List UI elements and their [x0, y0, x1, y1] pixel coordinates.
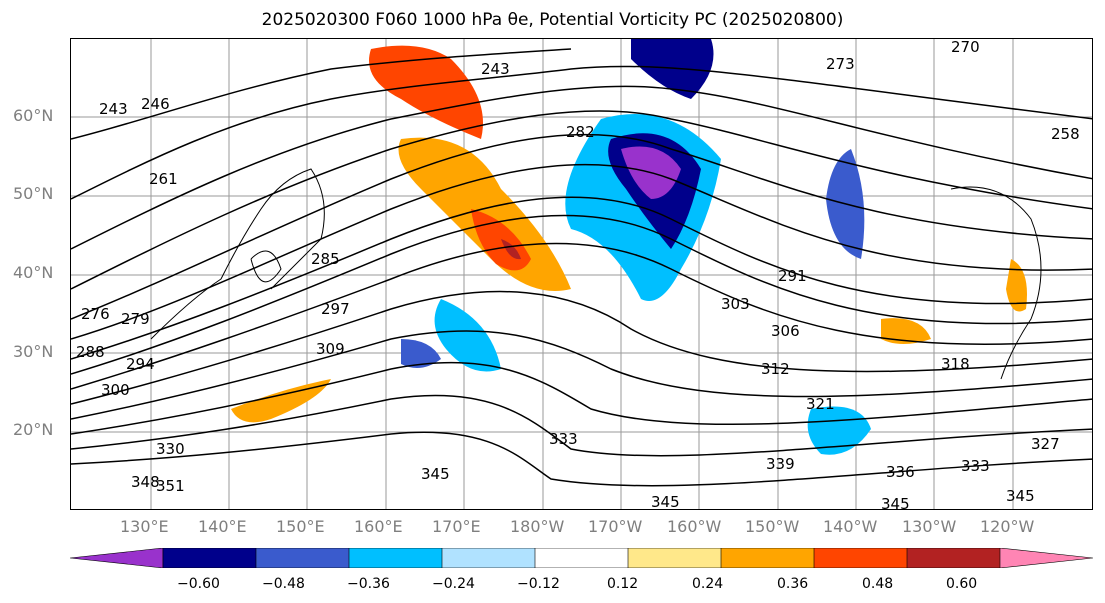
colorbar-segment — [162, 548, 257, 568]
colorbar-tick: 0.24 — [692, 576, 724, 592]
colorbar-tick: 0.36 — [777, 576, 809, 592]
contour-label: 279 — [121, 310, 150, 328]
colorbar — [70, 548, 1093, 568]
lon-label: 130°E — [120, 517, 169, 536]
colorbar-tick: −0.36 — [347, 576, 390, 592]
colorbar-segment — [348, 548, 443, 568]
contour-label: 348 — [131, 473, 160, 491]
contour-label: 303 — [721, 295, 750, 313]
contour-label: 243 — [481, 60, 510, 78]
lon-label: 140°W — [823, 517, 878, 536]
contour-label: 288 — [76, 343, 105, 361]
coastlines — [150, 168, 1042, 380]
contour-label: 276 — [81, 305, 110, 323]
lat-label: 20°N — [13, 420, 54, 439]
lon-label: 130°W — [902, 517, 957, 536]
colorbar-segment — [255, 548, 350, 568]
contour-label: 294 — [126, 355, 155, 373]
colorbar-segment — [441, 548, 536, 568]
contour-label: 345 — [651, 493, 680, 510]
contour-label: 297 — [321, 300, 350, 318]
colorbar-segment — [720, 548, 815, 568]
colorbar-segment — [813, 548, 908, 568]
colorbar-segment — [906, 548, 1001, 568]
colorbar-tick: −0.24 — [432, 576, 475, 592]
lat-label: 60°N — [13, 106, 54, 125]
contour-label: 273 — [826, 55, 855, 73]
colorbar-segments — [70, 548, 1093, 568]
lat-label: 40°N — [13, 263, 54, 282]
lon-label: 150°E — [276, 517, 325, 536]
colorbar-tick: 0.48 — [862, 576, 894, 592]
pv-shading — [231, 39, 1027, 455]
colorbar-tick: 0.60 — [946, 576, 978, 592]
contour-label: 345 — [881, 495, 910, 510]
contour-label: 309 — [316, 340, 345, 358]
lon-label: 180°W — [510, 517, 565, 536]
contour-label: 246 — [141, 95, 170, 113]
lon-label: 160°W — [667, 517, 722, 536]
contour-label: 318 — [941, 355, 970, 373]
contour-label: 261 — [149, 170, 178, 188]
contour-label: 330 — [156, 440, 185, 458]
contour-label: 333 — [961, 457, 990, 475]
colorbar-segment — [999, 548, 1093, 568]
lon-label: 160°E — [354, 517, 403, 536]
contour-label: 336 — [886, 463, 915, 481]
colorbar-segment — [70, 548, 164, 568]
map-panel: 243 243 246 261 276 279 285 288 294 297 … — [70, 38, 1093, 510]
lat-label: 30°N — [13, 342, 54, 361]
contour-label: 327 — [1031, 435, 1060, 453]
colorbar-tick: 0.12 — [607, 576, 639, 592]
contour-label: 321 — [806, 395, 835, 413]
contour-label: 306 — [771, 322, 800, 340]
map-canvas: 243 243 246 261 276 279 285 288 294 297 … — [71, 39, 1092, 510]
lon-label: 170°W — [588, 517, 643, 536]
page-title: 2025020300 F060 1000 hPa θe, Potential V… — [261, 10, 844, 30]
contour-labels: 243 243 246 261 276 279 285 288 294 297 … — [76, 39, 1080, 510]
contour-label: 270 — [951, 39, 980, 56]
contour-label: 291 — [778, 267, 807, 285]
contour-label: 243 — [99, 100, 128, 118]
lon-label: 140°E — [198, 517, 247, 536]
contour-label: 258 — [1051, 125, 1080, 143]
contour-label: 312 — [761, 360, 790, 378]
contour-label: 339 — [766, 455, 795, 473]
contour-label: 333 — [549, 430, 578, 448]
contour-label: 345 — [1006, 487, 1035, 505]
lon-label: 170°E — [432, 517, 481, 536]
lat-label: 50°N — [13, 184, 54, 203]
lon-label: 150°W — [745, 517, 800, 536]
contour-label: 300 — [101, 381, 130, 399]
theta-e-contours — [71, 48, 1092, 487]
colorbar-segment — [627, 548, 722, 568]
colorbar-tick: −0.48 — [262, 576, 305, 592]
contour-label: 282 — [566, 123, 595, 141]
colorbar-tick: −0.60 — [177, 576, 220, 592]
contour-label: 351 — [156, 477, 185, 495]
lon-label: 120°W — [980, 517, 1035, 536]
colorbar-tick: −0.12 — [517, 576, 560, 592]
contour-label: 285 — [311, 250, 340, 268]
colorbar-segment — [534, 548, 629, 568]
contour-label: 345 — [421, 465, 450, 483]
